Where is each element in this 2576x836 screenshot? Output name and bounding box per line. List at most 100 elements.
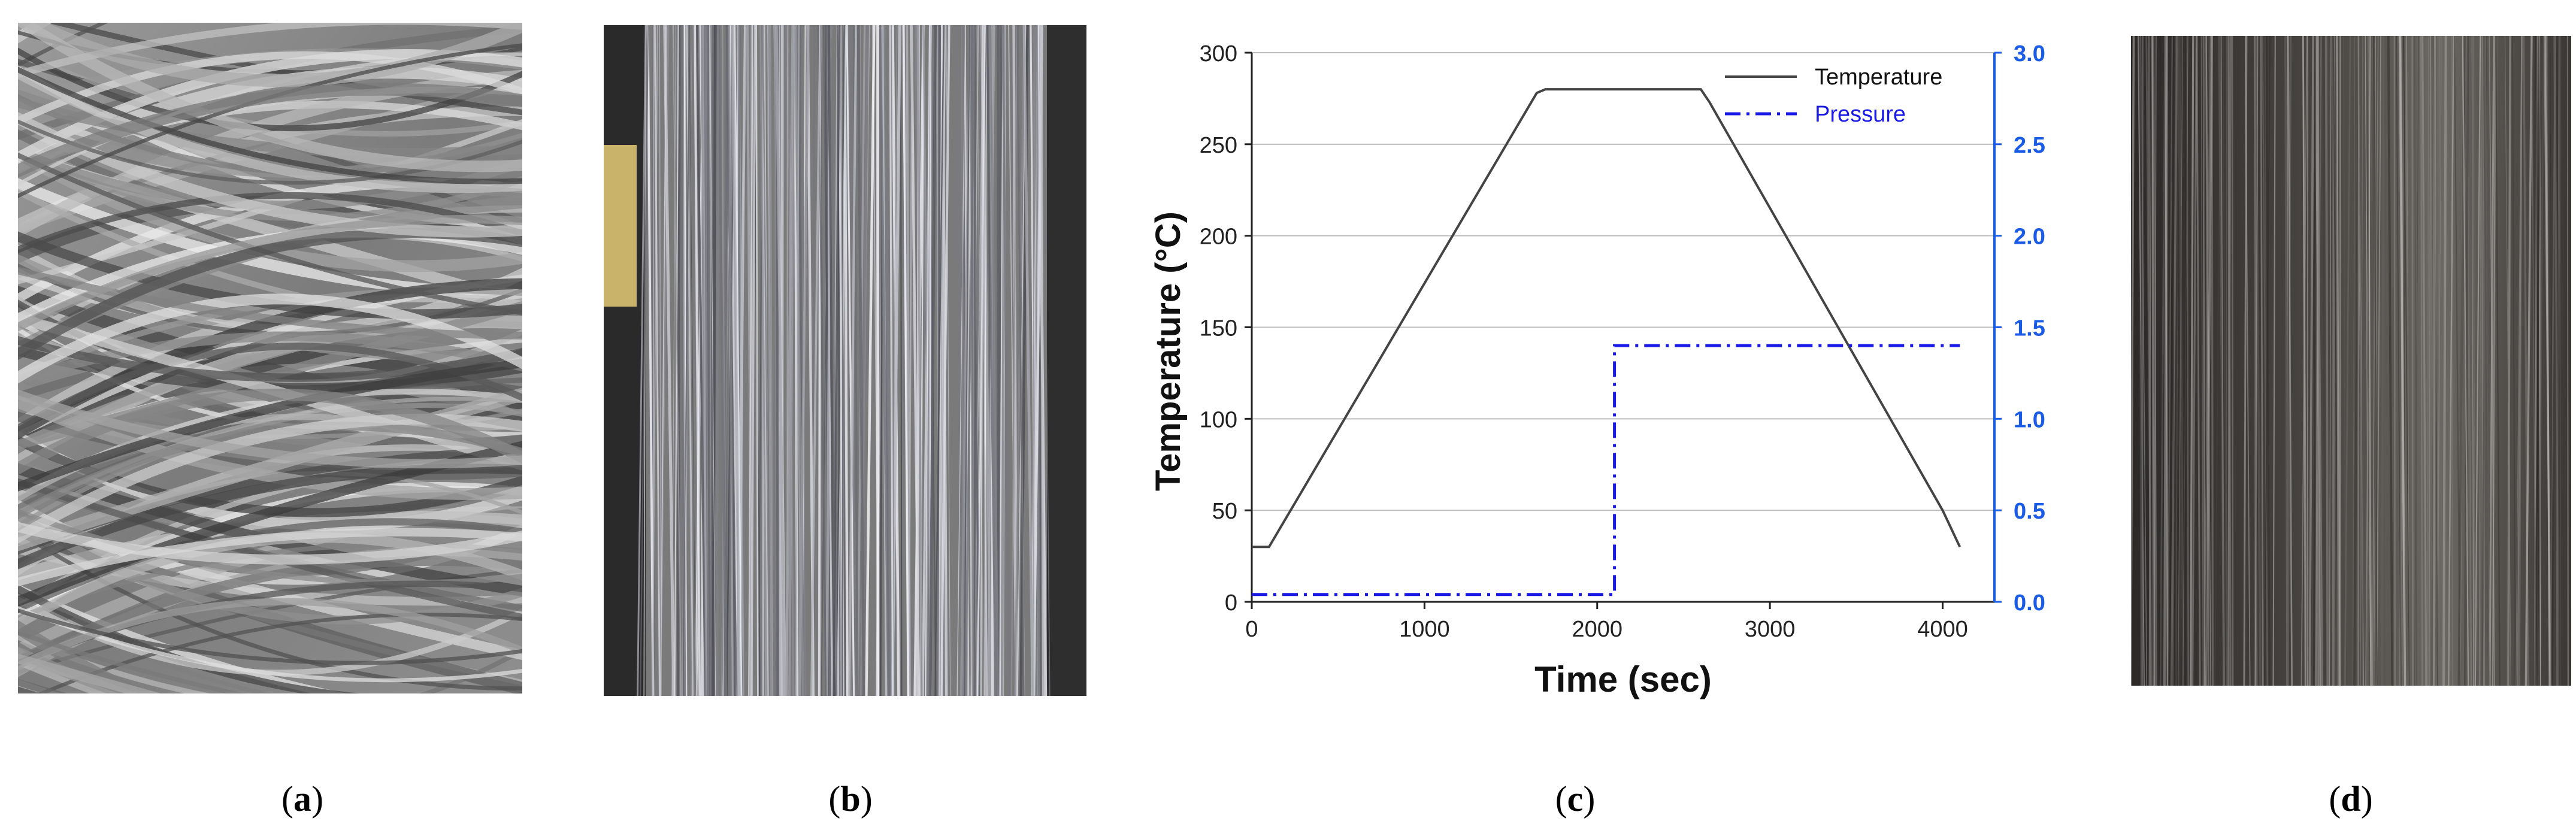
fiber-strand: [728, 25, 734, 696]
fiber-strand: [856, 25, 865, 696]
composite-streak: [2434, 36, 2442, 686]
composite-streak: [2265, 36, 2271, 686]
composite-streak: [2531, 36, 2536, 686]
yarn-strand: [18, 598, 522, 670]
yarn-strand: [18, 389, 522, 475]
composite-streak: [2200, 36, 2204, 686]
yarn-strand: [18, 23, 522, 172]
series-line-pressure: [1252, 344, 1960, 596]
composite-streak: [2260, 36, 2264, 686]
composite-streak: [2262, 36, 2269, 686]
fiber-strand: [902, 25, 910, 696]
y-tick-label: 150: [1200, 316, 1237, 341]
fiber-strand: [768, 25, 774, 696]
yarn-strand: [18, 508, 522, 586]
fiber-strand: [955, 25, 964, 696]
composite-streak: [2376, 36, 2382, 686]
composite-streak: [2170, 36, 2178, 686]
composite-streak: [2373, 36, 2378, 686]
composite-streak: [2433, 36, 2436, 686]
fiber-strand: [755, 25, 759, 696]
fiber-strand: [810, 25, 822, 696]
fiber-strand: [889, 25, 894, 696]
fiber-strand: [1022, 25, 1034, 696]
fiber-texture: [604, 25, 1086, 696]
y2-tick-label: 0.5: [2014, 499, 2045, 524]
y-tick-label: 0: [1225, 590, 1237, 616]
composite-streak: [2203, 36, 2208, 686]
composite-streak: [2421, 36, 2427, 686]
fiber-strand: [938, 25, 943, 696]
fiber-strand: [833, 25, 841, 696]
fiber-strand: [663, 25, 676, 696]
yarn-strand: [18, 511, 522, 581]
composite-streak: [2178, 36, 2184, 686]
yarn-strand: [18, 23, 522, 87]
fiber-strand: [984, 25, 987, 696]
fiber-strand: [659, 25, 662, 696]
photo-a-yarn: [18, 23, 522, 693]
composite-streak: [2184, 36, 2188, 686]
fiber-strand: [689, 25, 697, 696]
fiber-strand: [701, 25, 709, 696]
composite-streak: [2543, 36, 2551, 686]
series-line-temperature: [1252, 88, 1961, 549]
yarn-strand: [18, 83, 522, 178]
composite-streak: [2373, 36, 2379, 686]
yarn-strand: [18, 620, 155, 693]
fiber-strand: [1010, 25, 1018, 696]
fiber-strand: [846, 25, 855, 696]
y-tick-label: 50: [1212, 499, 1237, 524]
fiber-strand: [900, 25, 903, 696]
composite-streak: [2420, 36, 2423, 686]
chart-svg: 0 50 100 150 200 250 300 0.0 0.5 1.0 1.5 2.0 2.5 3.0 0…: [1149, 41, 2045, 699]
legend-label-temperature: Temperature: [1815, 65, 1942, 90]
fiber-strand: [774, 25, 786, 696]
x-tick-label: 4000: [1917, 617, 1968, 642]
legend-label-pressure: Pressure: [1815, 102, 1906, 127]
fiber-strand: [865, 25, 876, 696]
yarn-strand: [18, 293, 522, 384]
fiber-strand: [653, 25, 661, 696]
caption-a: (a): [281, 779, 323, 819]
fiber-strand: [964, 25, 976, 696]
fiber-strand: [828, 25, 836, 696]
composite-streak: [2302, 36, 2308, 686]
composite-streak: [2517, 36, 2523, 686]
fiber-strand: [706, 25, 712, 696]
composite-texture: [2131, 36, 2571, 686]
composite-streak: [2205, 36, 2209, 686]
fiber-strand: [750, 25, 756, 696]
fiber-strand: [672, 25, 682, 696]
fiber-strand: [680, 25, 685, 696]
fiber-strand: [973, 25, 976, 696]
composite-streak: [2167, 36, 2173, 686]
caption-c: (c): [1555, 779, 1596, 819]
fiber-strand: [1008, 25, 1016, 696]
fiber-strand: [747, 25, 753, 696]
yarn-strand: [18, 343, 522, 432]
composite-streak: [2254, 36, 2262, 686]
yarn-strand: [18, 66, 522, 184]
yarn-strand: [18, 414, 522, 544]
composite-streak: [2344, 36, 2351, 686]
composite-streak: [2471, 36, 2477, 686]
fiber-strand: [717, 25, 728, 696]
y2-tick-label: 0.0: [2014, 590, 2045, 616]
fiber-strand: [830, 25, 838, 696]
x-tick-label: 3000: [1745, 617, 1796, 642]
yarn-strand: [18, 292, 522, 430]
chart-c: 0 50 100 150 200 250 300 0.0 0.5 1.0 1.5 2.0 2.5 3.0 0…: [1132, 18, 2048, 707]
fiber-strand: [1043, 25, 1051, 696]
composite-streak: [2243, 36, 2248, 686]
fiber-strand: [847, 25, 858, 696]
fiber-strand: [999, 25, 1004, 696]
y2-tick-label: 1.5: [2014, 316, 2045, 341]
y-tick-label: 200: [1200, 225, 1237, 250]
fiber-strand: [1040, 25, 1045, 696]
fiber-strand: [1016, 25, 1025, 696]
fiber-strand: [925, 25, 930, 696]
composite-streak: [2360, 36, 2363, 686]
fiber-strand: [788, 25, 795, 696]
photo-b-fibers: [604, 25, 1086, 696]
